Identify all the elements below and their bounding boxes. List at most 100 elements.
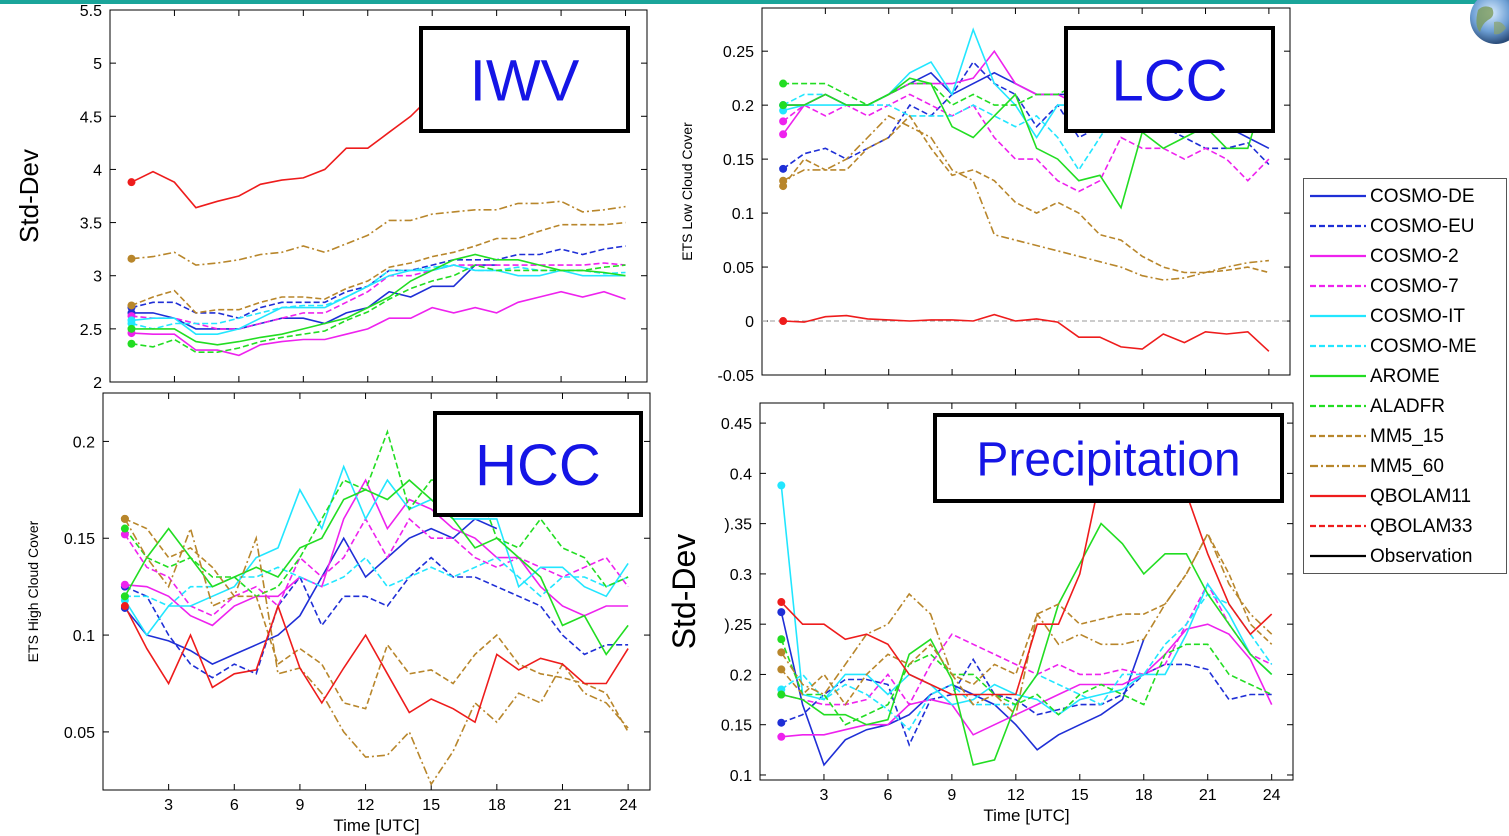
lcc-title-box [1064,26,1275,133]
hcc-xtick-label: 18 [488,797,506,814]
legend-swatch [1310,314,1366,318]
legend-item-mm5-60: MM5_60 [1304,455,1508,477]
legend-label: COSMO-IT [1370,306,1465,327]
legend-swatch [1310,344,1366,348]
legend-swatch [1310,194,1366,198]
iwv-series-aladfr [131,264,626,353]
iwv-series-group [131,43,626,357]
precipitation-ytick-label: 0.45 [721,416,752,433]
hcc-series-aladfr [124,429,629,598]
top-accent-bar [0,0,1509,4]
precipitation-xtick-label: 3 [820,787,829,804]
legend-item-mm5-15: MM5_15 [1304,425,1508,447]
iwv-ytick-label: 4.5 [80,109,102,126]
iwv-title: IWV [470,48,580,113]
iwv-series-cosmo-eu [131,245,626,320]
lcc-panel: -0.05 0 0.05 0.1 0.15 0.2 0.25 LCC ETS Low Cloud… [679,7,1291,385]
iwv-panel: 2 2.5 3 3.5 4 4.5 5 5.5 IWV Std-Dev [14,3,648,392]
legend-swatch [1310,254,1366,258]
precipitation-xtick-label: 6 [883,787,892,804]
precipitation-series-cosmo-it [780,485,1273,716]
hcc-start-marker-cosmo-2 [120,580,129,589]
hcc-series-cosmo-7 [124,517,629,617]
globe-logo [1470,0,1509,44]
iwv-ytick-label: 4 [93,162,102,179]
legend-label: ALADFR [1370,396,1445,417]
precipitation-series-aladfr [780,639,1273,726]
precipitation-series-cosmo-7 [781,582,1273,707]
iwv-ylabel: Std-Dev [14,149,44,243]
legend-item-arome: AROME [1304,365,1508,387]
precipitation-ylabel: Std-Dev [666,534,702,650]
precipitation-ytick-label: 0.3 [730,567,752,584]
lcc-series-mm5-15 [782,114,1270,274]
hcc-xtick-label: 15 [422,797,440,814]
legend-label: QBOLAM33 [1370,516,1473,537]
precipitation-panel: 0.1 0.15 0.2).25 0.3).35 0.4 0.45 3 6 9 12 15 18 21 2… [666,402,1294,825]
precipitation-start-marker-qbolam11 [777,598,786,607]
hcc-series-mm5-60 [124,518,629,786]
lcc-start-marker-qbolam11 [779,317,788,326]
hcc-ylabel: ETS High Cloud Cover [25,520,41,662]
hcc-series-cosmo-de [124,517,498,666]
hcc-series-arome [124,479,629,656]
legend-item-qbolam11: QBOLAM11 [1304,485,1508,507]
legend-label: COSMO-2 [1370,246,1459,267]
hcc-series-group [124,429,629,786]
lcc-ytick-label: 0.1 [732,206,754,223]
lcc-ytick-label: 0 [745,314,754,331]
precipitation-xtick-label: 12 [1007,787,1025,804]
hcc-panel: 0.05 0.1 0.15 0.2 3 6 9 12 15 18 21 24 HCC ETS High C… [25,392,651,835]
precipitation-series-mm5-60 [780,531,1273,717]
iwv-series-cosmo-2 [131,290,626,357]
lcc-ytick-label: 0.25 [723,44,754,61]
precipitation-series-qbolam11 [780,420,1273,696]
iwv-start-marker-mm5-15 [127,301,136,310]
precipitation-xtick-label: 24 [1263,787,1281,804]
lcc-start-marker-cosmo-7 [779,117,788,126]
legend: COSMO-DE COSMO-EU COSMO-2 COSMO-7 COSMO-IT CO… [1303,178,1507,574]
iwv-start-marker-aladfr [127,339,136,348]
lcc-ytick-label: -0.05 [718,368,755,385]
hcc-xtick-label: 6 [230,797,239,814]
legend-label: MM5_15 [1370,426,1444,447]
hcc-ytick-label: 0.1 [73,628,95,645]
precipitation-series-group [780,420,1273,767]
legend-label: COSMO-7 [1370,276,1459,297]
precipitation-ytick-label: ).35 [724,517,752,534]
lcc-start-marker-cosmo-eu [779,164,788,173]
hcc-xlabel: Time [UTC] [333,816,419,835]
hcc-series-cosmo-eu [124,556,629,679]
precipitation-series-cosmo-2 [781,623,1273,738]
iwv-series-mm5-60 [131,200,626,266]
precipitation-xtick-label: 21 [1199,787,1217,804]
hcc-title: HCC [475,433,601,498]
legend-label: QBOLAM11 [1370,486,1472,507]
precipitation-ytick-label: 0.2 [730,667,752,684]
lcc-series-cosmo-7 [782,93,1270,193]
iwv-series-arome [131,253,626,346]
iwv-start-marker-qbolam11 [127,178,136,187]
precipitation-ytick-label: ).25 [724,617,752,634]
iwv-series-cosmo-it [131,264,626,335]
hcc-series-cosmo-2 [124,478,629,627]
hcc-series-mm5-15 [124,518,629,733]
iwv-series-cosmo-de [131,264,497,330]
legend-swatch [1310,554,1366,558]
precipitation-ytick-label: 0.1 [730,768,752,785]
lcc-start-marker-arome [779,101,788,110]
hcc-start-marker-mm5-60 [120,514,129,523]
hcc-xtick-label: 24 [619,797,637,814]
lcc-ytick-label: 0.15 [723,152,754,169]
precipitation-start-marker-mm5-15 [777,665,786,674]
precipitation-start-marker-aladfr [777,635,786,644]
hcc-xtick-label: 21 [554,797,572,814]
legend-label: COSMO-DE [1370,186,1475,207]
precipitation-xtick-label: 15 [1071,787,1089,804]
legend-swatch [1310,224,1366,228]
iwv-axes-frame [109,9,648,383]
precipitation-title-box [933,413,1284,503]
iwv-ytick-label: 2 [93,375,102,392]
legend-swatch [1310,284,1366,288]
hcc-start-marker-qbolam11 [120,602,129,611]
